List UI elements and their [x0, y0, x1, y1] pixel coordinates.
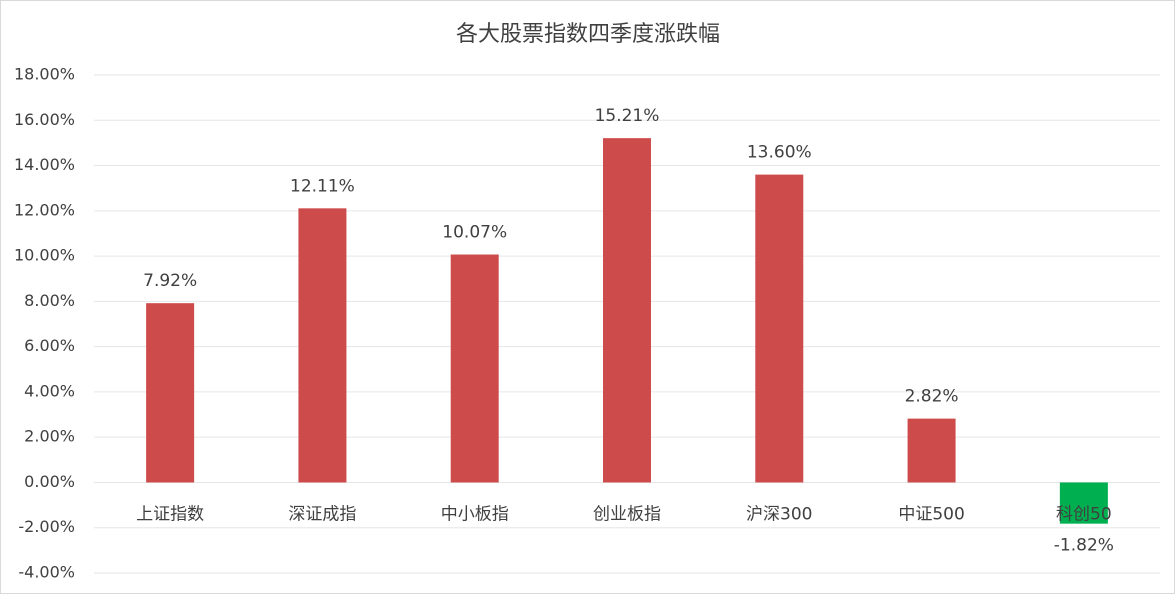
bar: [755, 174, 804, 483]
data-label: 13.60%: [747, 143, 812, 163]
y-tick-label: -2.00%: [18, 517, 75, 536]
y-tick-label: 14.00%: [14, 155, 75, 174]
bar: [907, 418, 956, 483]
y-tick-label: 0.00%: [24, 472, 75, 491]
y-tick-label: -4.00%: [18, 563, 75, 582]
y-tick-label: 18.00%: [14, 65, 75, 84]
bar: [146, 303, 195, 483]
x-tick-label: 深证成指: [288, 504, 356, 524]
data-label: 12.11%: [290, 176, 355, 196]
x-tick-label: 科创50: [1056, 504, 1112, 524]
y-tick-label: 10.00%: [14, 246, 75, 265]
x-tick-label: 创业板指: [593, 504, 661, 524]
x-tick-label: 沪深300: [746, 504, 812, 524]
data-label: -1.82%: [1054, 536, 1114, 556]
y-tick-label: 16.00%: [14, 110, 75, 129]
y-tick-label: 12.00%: [14, 200, 75, 219]
bar: [1059, 482, 1108, 524]
bar: [450, 254, 499, 483]
chart-title: 各大股票指数四季度涨跌幅: [456, 22, 720, 47]
x-tick-label: 中小板指: [441, 504, 509, 524]
x-tick-label: 中证500: [898, 504, 964, 524]
data-label: 15.21%: [595, 106, 660, 126]
bar: [298, 208, 347, 483]
bar: [603, 138, 651, 483]
y-tick-label: 4.00%: [24, 381, 75, 400]
x-tick-label: 上证指数: [136, 504, 204, 524]
y-tick-label: 6.00%: [24, 336, 75, 355]
y-tick-label: 8.00%: [24, 291, 75, 310]
data-label: 10.07%: [442, 223, 507, 243]
data-label: 7.92%: [143, 271, 197, 291]
y-tick-label: 2.00%: [24, 427, 75, 446]
data-label: 2.82%: [905, 387, 959, 407]
